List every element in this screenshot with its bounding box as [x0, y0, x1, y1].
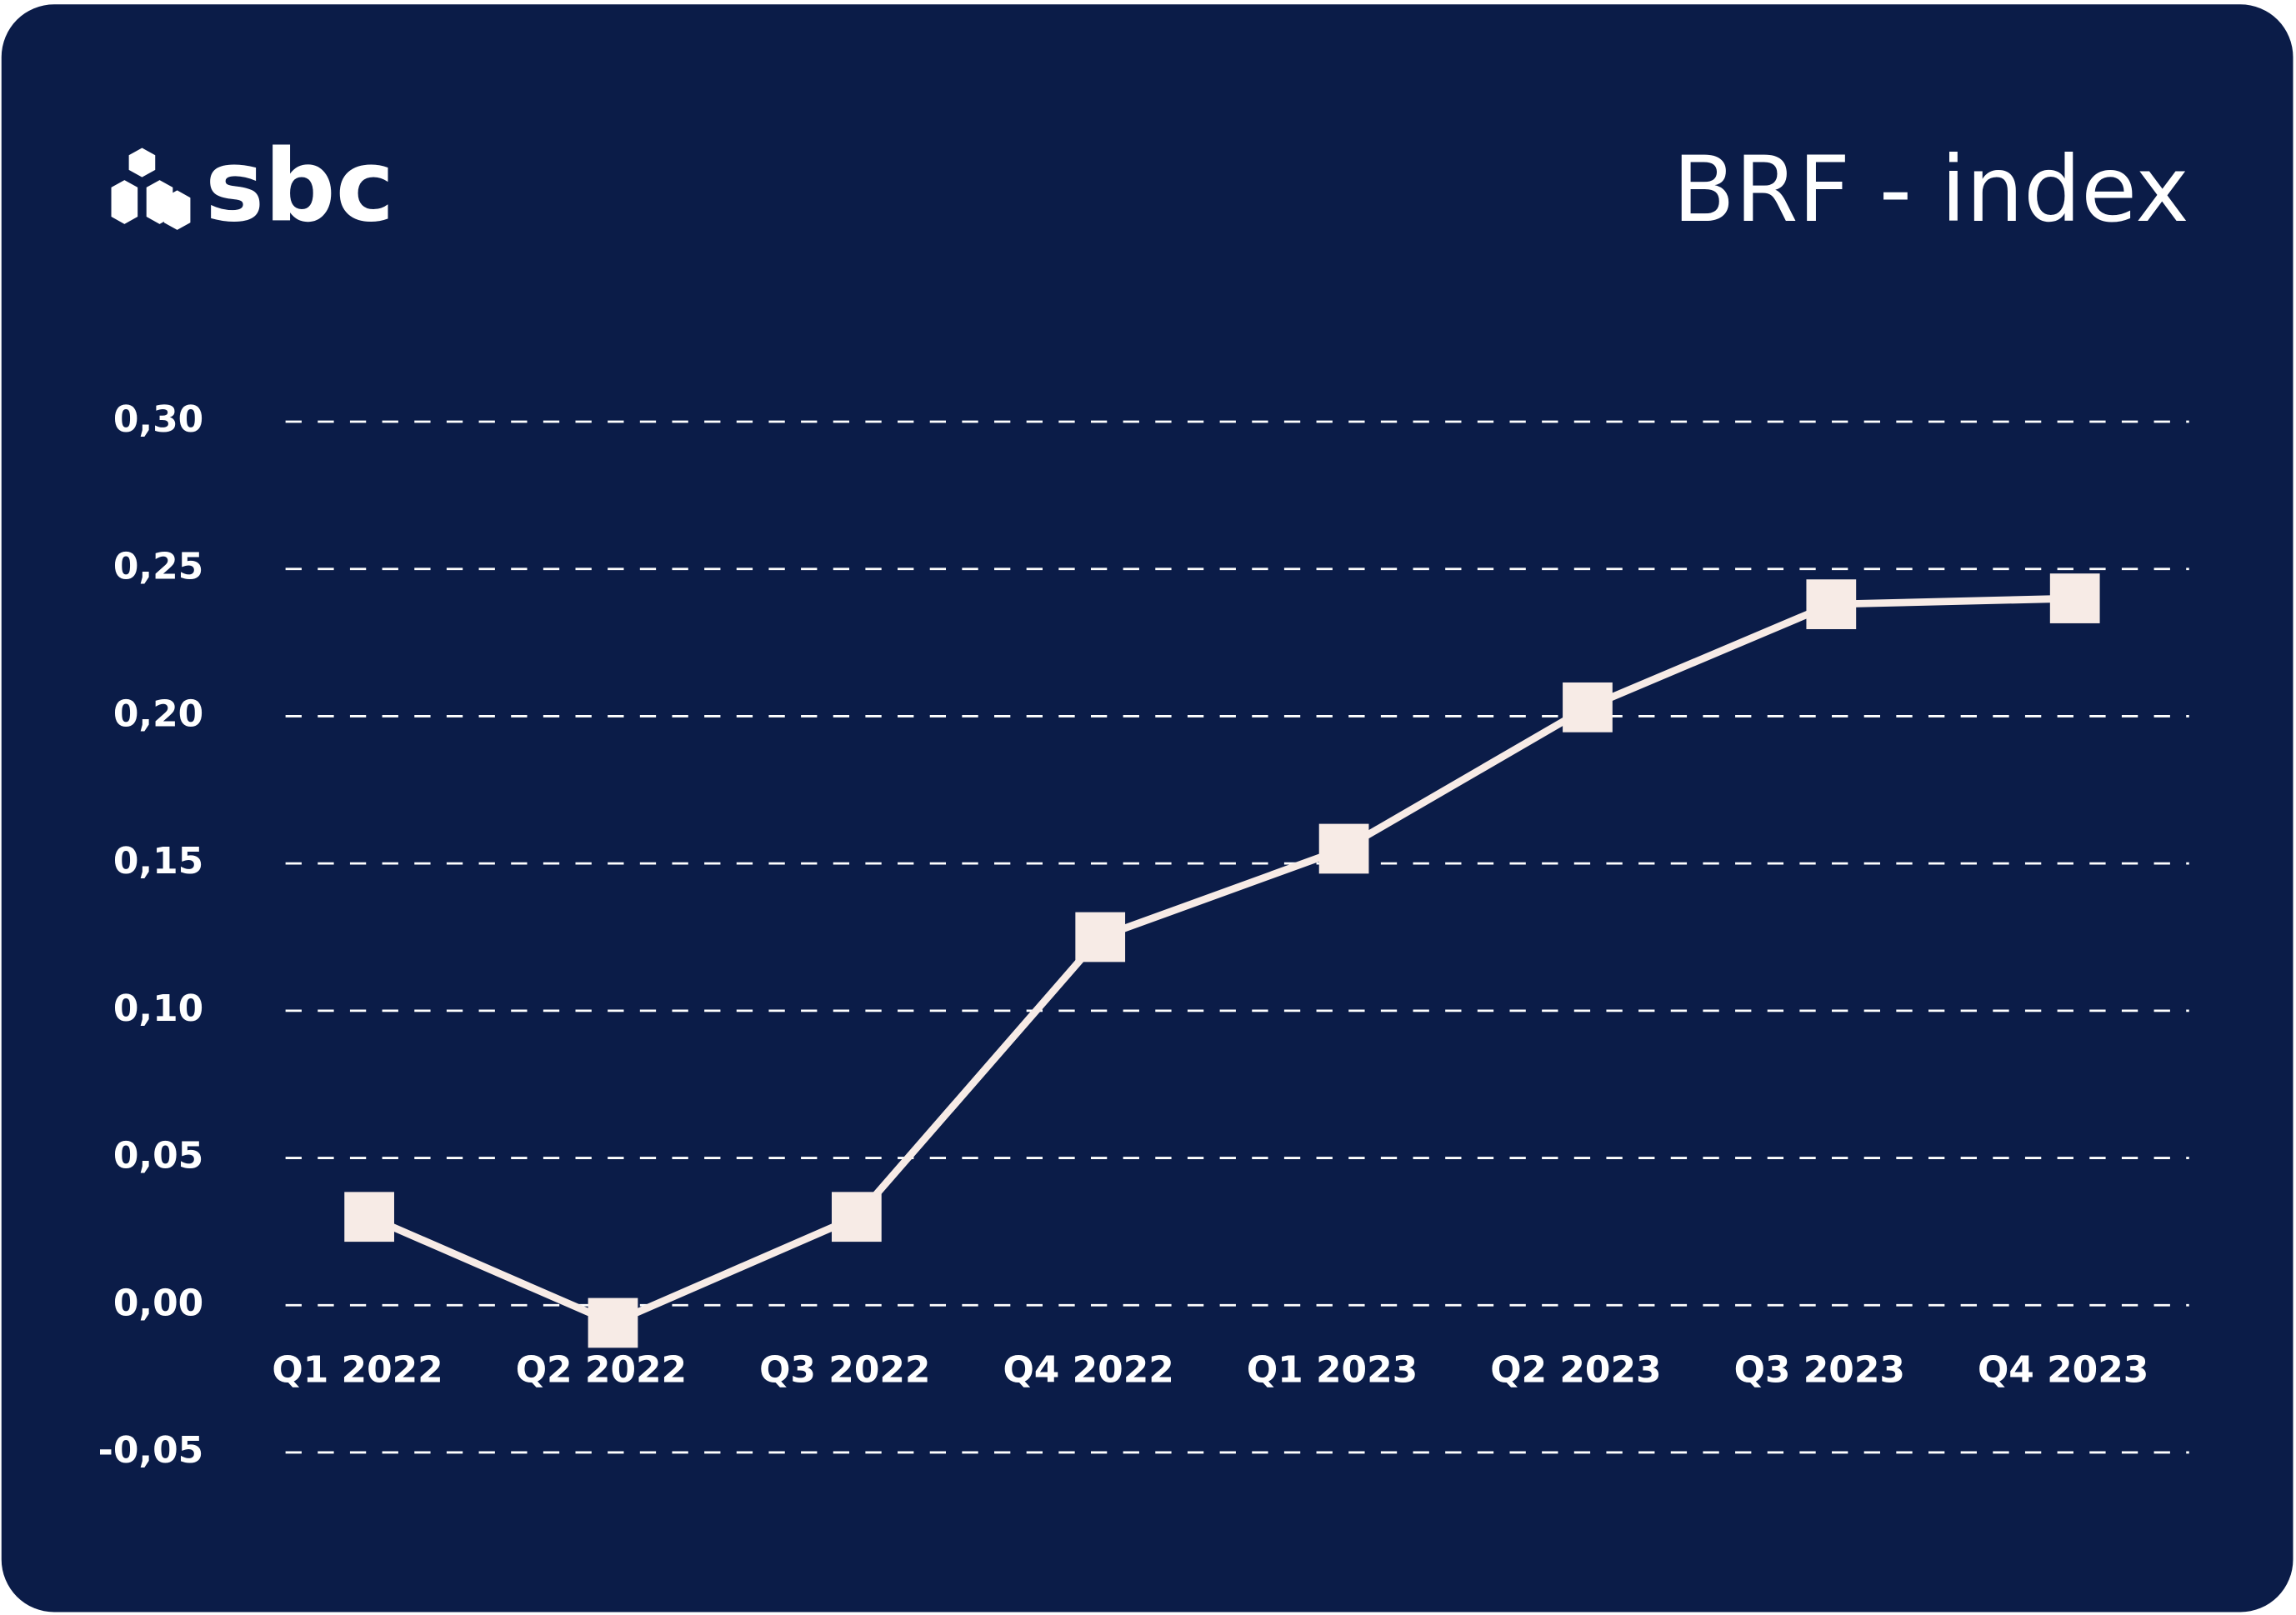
x-tick-label: Q4 2023: [1978, 1348, 2148, 1391]
line: [368, 594, 2075, 1328]
logo-text: sbc: [205, 129, 394, 245]
marker: [2049, 573, 2100, 623]
marker: [1318, 823, 1369, 874]
y-tick-label: 0,20: [113, 692, 203, 735]
y-tick-label: 0,25: [113, 546, 203, 588]
y-tick-label: 0,10: [113, 988, 203, 1030]
marker: [344, 1192, 394, 1242]
y-tick-label: 0,30: [113, 398, 203, 441]
y-tick-label: 0,15: [113, 840, 203, 882]
card: [1, 4, 2293, 1612]
x-tick-label: Q3 2022: [759, 1348, 930, 1391]
y-tick-label: 0,05: [113, 1135, 203, 1178]
x-tick-label: Q4 2022: [1003, 1348, 1173, 1391]
x-tick-label: Q1 2022: [272, 1348, 443, 1391]
x-tick-label: Q2 2023: [1490, 1348, 1661, 1391]
marker: [1075, 912, 1126, 962]
marker: [831, 1192, 882, 1242]
y-tick-label: -0,05: [98, 1429, 204, 1472]
x-tick-label: Q2 2022: [516, 1348, 687, 1391]
x-tick-label: Q1 2023: [1247, 1348, 1418, 1391]
logo-icon: [111, 148, 191, 230]
marker: [588, 1298, 638, 1348]
marker: [1563, 682, 1613, 732]
chart-title: BRF - index: [1673, 137, 2189, 242]
x-tick-label: Q3 2023: [1734, 1348, 1905, 1391]
marker: [1806, 579, 1857, 630]
y-tick-label: 0,00: [113, 1282, 203, 1324]
